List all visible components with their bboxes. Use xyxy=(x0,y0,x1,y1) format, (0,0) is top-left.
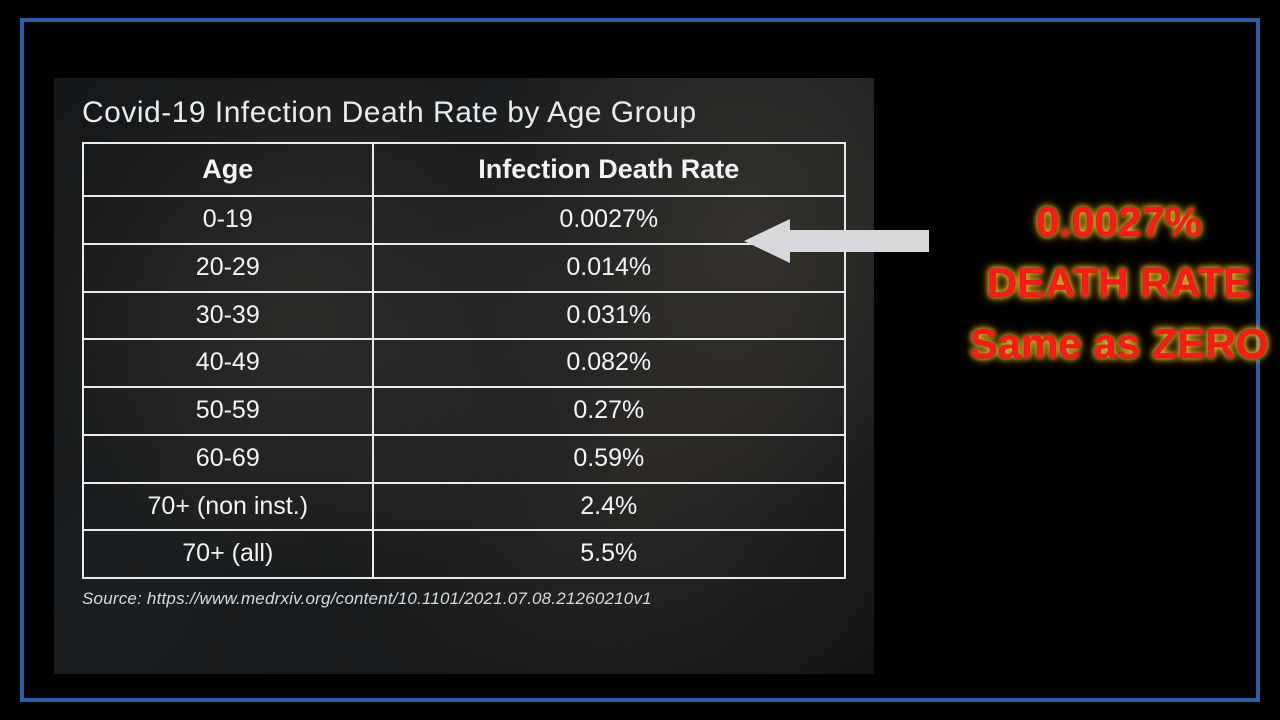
cell-age: 50-59 xyxy=(83,387,373,435)
data-table: Age Infection Death Rate 0-19 0.0027% 20… xyxy=(82,142,846,579)
cell-rate: 0.59% xyxy=(373,435,845,483)
source-citation: Source: https://www.medrxiv.org/content/… xyxy=(82,589,846,609)
col-header-age: Age xyxy=(83,143,373,196)
table-row: 20-29 0.014% xyxy=(83,244,845,292)
cell-rate: 0.082% xyxy=(373,339,845,387)
outer-frame: Covid-19 Infection Death Rate by Age Gro… xyxy=(20,18,1260,702)
table-row: 50-59 0.27% xyxy=(83,387,845,435)
cell-age: 60-69 xyxy=(83,435,373,483)
cell-rate: 0.27% xyxy=(373,387,845,435)
table-row: 30-39 0.031% xyxy=(83,292,845,340)
slide-title: Covid-19 Infection Death Rate by Age Gro… xyxy=(82,96,846,130)
table-row: 70+ (all) 5.5% xyxy=(83,530,845,578)
cell-age: 20-29 xyxy=(83,244,373,292)
table-row: 40-49 0.082% xyxy=(83,339,845,387)
cell-age: 70+ (all) xyxy=(83,530,373,578)
cell-age: 0-19 xyxy=(83,196,373,244)
callout-line-3: Same as ZERO xyxy=(954,314,1280,375)
cell-age: 30-39 xyxy=(83,292,373,340)
callout-line-1: 0.0027% xyxy=(954,192,1280,253)
table-row: 60-69 0.59% xyxy=(83,435,845,483)
cell-age: 40-49 xyxy=(83,339,373,387)
cell-age: 70+ (non inst.) xyxy=(83,483,373,531)
col-header-rate: Infection Death Rate xyxy=(373,143,845,196)
callout-text: 0.0027% DEATH RATE Same as ZERO xyxy=(954,192,1280,375)
cell-rate: 0.014% xyxy=(373,244,845,292)
table-row: 70+ (non inst.) 2.4% xyxy=(83,483,845,531)
callout-line-2: DEATH RATE xyxy=(954,253,1280,314)
table-row: 0-19 0.0027% xyxy=(83,196,845,244)
slide-panel: Covid-19 Infection Death Rate by Age Gro… xyxy=(54,78,874,674)
cell-rate: 5.5% xyxy=(373,530,845,578)
table-header-row: Age Infection Death Rate xyxy=(83,143,845,196)
cell-rate: 0.0027% xyxy=(373,196,845,244)
cell-rate: 2.4% xyxy=(373,483,845,531)
cell-rate: 0.031% xyxy=(373,292,845,340)
